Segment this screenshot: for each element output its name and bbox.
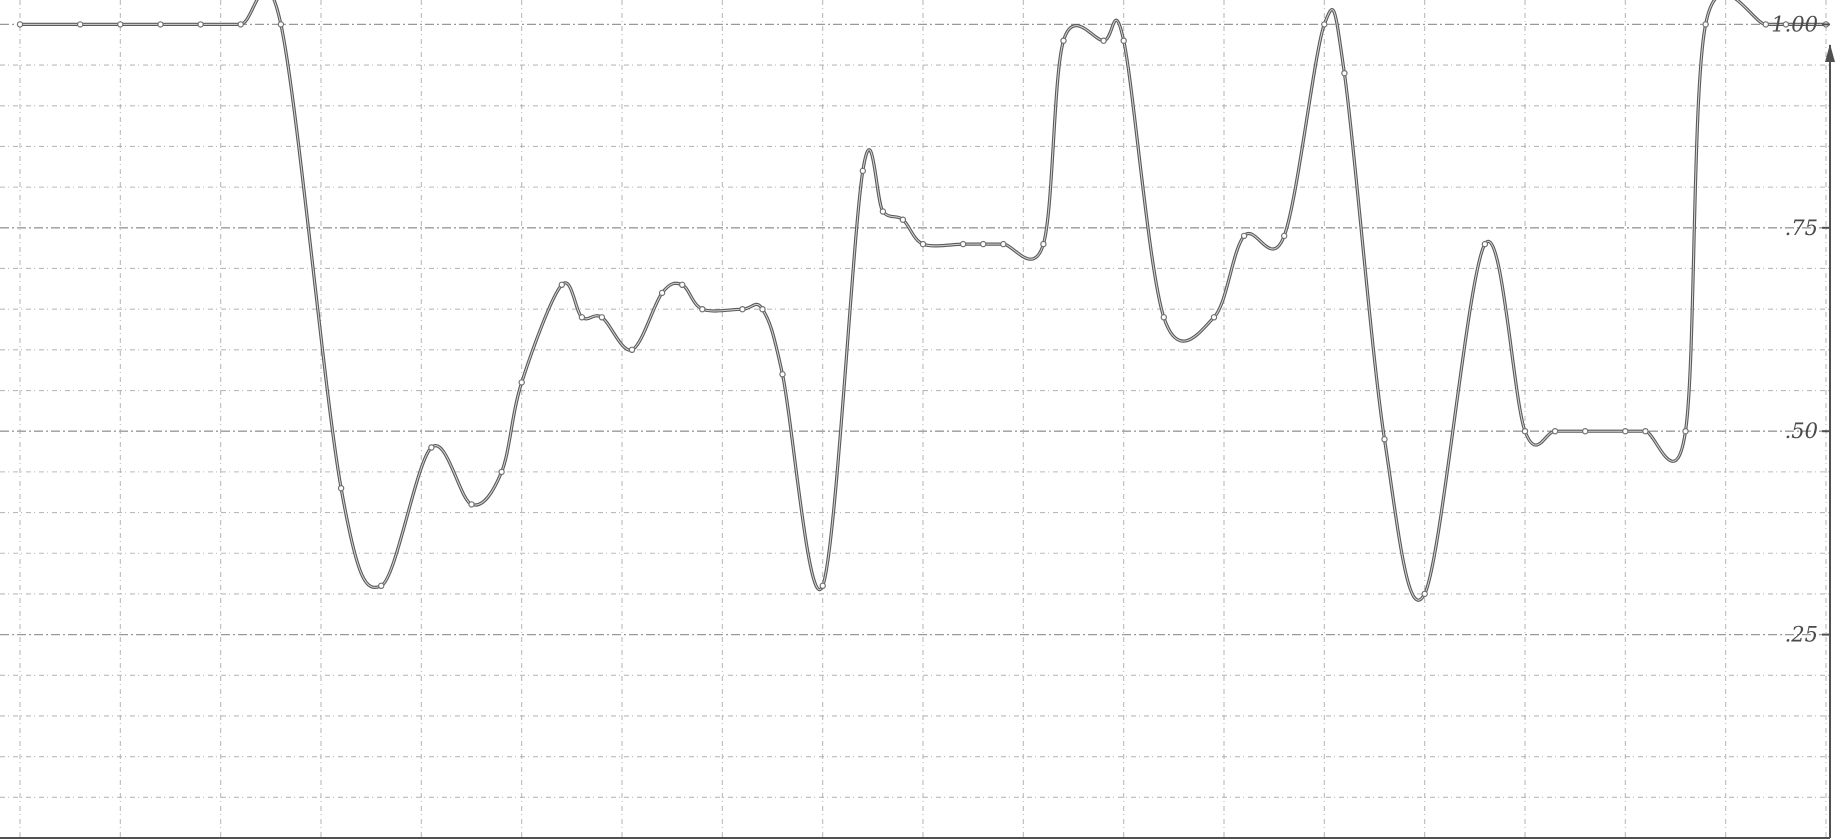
data-point — [879, 208, 887, 215]
data-point — [518, 379, 525, 386]
data-point — [1521, 428, 1529, 435]
data-point — [378, 582, 385, 590]
y-axis-arrow — [1825, 44, 1835, 62]
data-point — [558, 281, 566, 288]
data-point — [1682, 428, 1689, 435]
data-point — [598, 314, 606, 321]
y-axis — [0, 44, 1835, 839]
data-point — [1120, 37, 1127, 44]
data-point — [498, 468, 505, 476]
data-point — [1040, 240, 1047, 248]
y-tick-label: 1.00 — [1771, 12, 1818, 36]
data-point — [779, 371, 786, 378]
data-point — [1321, 21, 1328, 28]
data-point — [919, 240, 927, 248]
data-point — [959, 240, 967, 248]
data-point — [1210, 314, 1218, 321]
data-point — [428, 444, 435, 451]
data-point — [1702, 21, 1709, 28]
data-point — [76, 21, 84, 28]
data-point — [468, 501, 475, 508]
data-point — [679, 281, 686, 288]
data-point — [699, 306, 706, 313]
data-point — [859, 167, 867, 175]
data-point — [1581, 428, 1589, 435]
data-point — [739, 306, 746, 313]
data-point — [117, 21, 124, 28]
data-point — [1100, 37, 1107, 44]
series-line-highlight — [20, 0, 1826, 601]
data-point — [197, 21, 204, 28]
y-tick-label: .50 — [1785, 419, 1818, 443]
data-point — [899, 216, 907, 223]
y-tick-label: .75 — [1785, 216, 1818, 240]
data-point — [1341, 69, 1348, 77]
data-point — [1280, 232, 1288, 240]
data-point — [337, 485, 345, 492]
data-point — [1481, 240, 1489, 248]
data-point — [658, 289, 666, 297]
series-group — [18, 0, 1828, 602]
data-point — [980, 240, 987, 248]
data-point — [237, 21, 244, 28]
y-tick-label: .25 — [1785, 623, 1818, 647]
tick-labels: 1.00 .75 .50 .25 — [1771, 12, 1830, 647]
data-point — [819, 582, 826, 590]
data-point — [1381, 436, 1388, 443]
data-point — [1642, 428, 1649, 435]
data-point — [1551, 428, 1559, 435]
data-point — [578, 314, 586, 321]
data-point — [1762, 21, 1770, 28]
data-point — [759, 306, 766, 313]
data-points — [16, 21, 1830, 598]
data-point — [1421, 590, 1428, 598]
data-point — [1622, 428, 1629, 435]
data-point — [1160, 314, 1168, 321]
data-point — [157, 21, 164, 28]
data-point — [628, 346, 636, 353]
data-point — [1000, 240, 1007, 248]
data-point — [1060, 37, 1067, 44]
data-point — [1782, 21, 1790, 28]
data-point — [277, 21, 285, 28]
data-point — [1240, 232, 1248, 240]
data-point — [16, 21, 24, 28]
